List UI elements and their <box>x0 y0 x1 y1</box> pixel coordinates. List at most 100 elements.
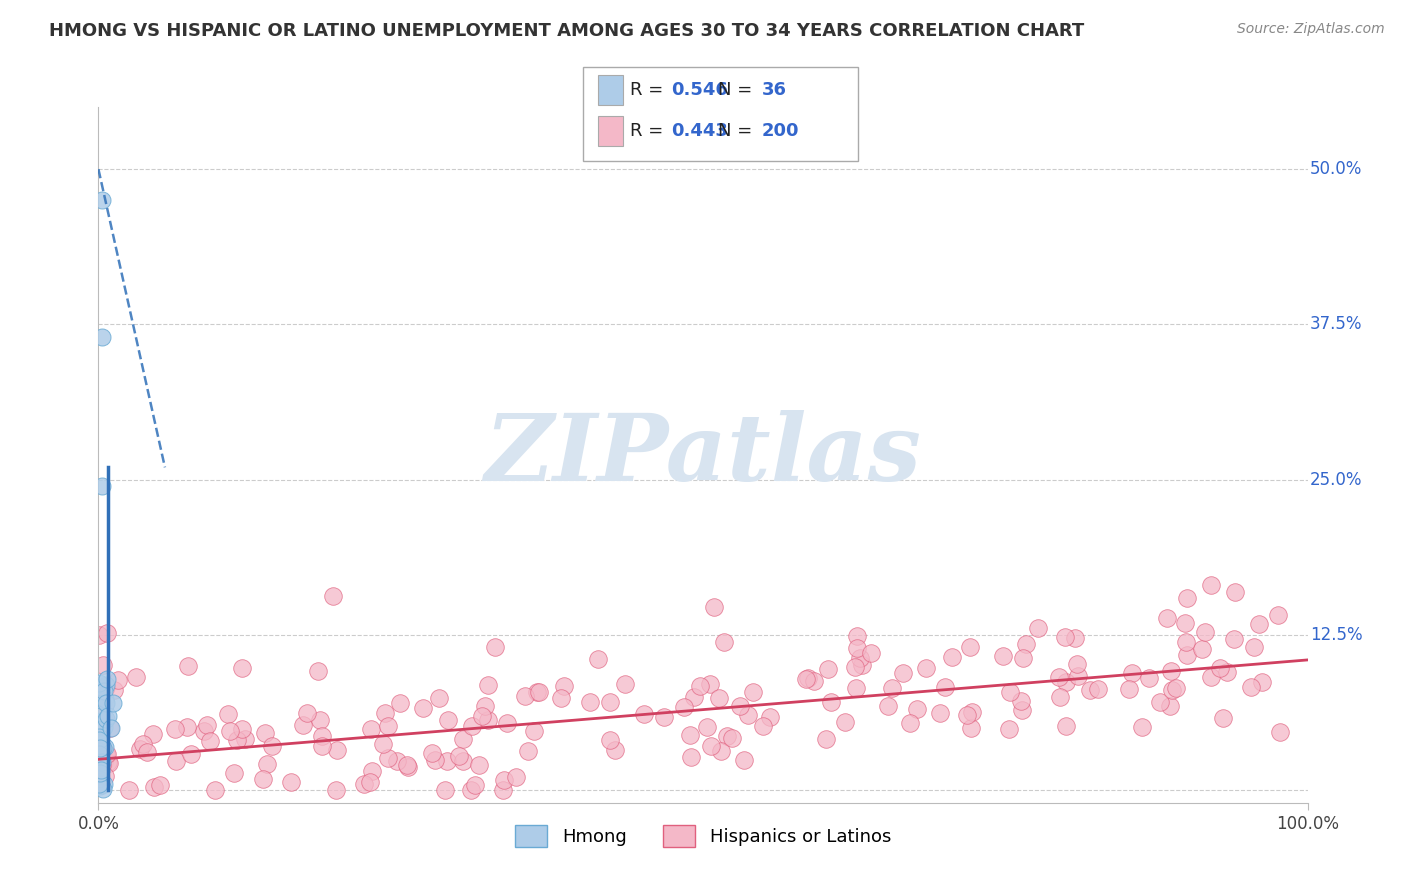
Point <box>1063 632 1085 646</box>
Point <box>97 756 120 771</box>
Text: N =: N = <box>718 81 758 99</box>
Point <box>1015 637 1038 651</box>
Point <box>97 755 120 769</box>
Point <box>91 706 114 720</box>
Point <box>859 646 882 660</box>
Point <box>849 651 872 665</box>
Point <box>578 695 600 709</box>
Point <box>91 479 114 493</box>
Point <box>437 713 460 727</box>
Point <box>460 719 482 733</box>
Point <box>681 750 703 764</box>
Point <box>193 724 215 739</box>
Point <box>195 718 218 732</box>
Point <box>814 732 837 747</box>
Point <box>165 754 187 768</box>
Point <box>125 670 148 684</box>
Point <box>851 657 873 672</box>
Point <box>1149 694 1171 708</box>
Point <box>91 781 114 796</box>
Point <box>103 683 125 698</box>
Point <box>94 697 117 711</box>
Point <box>87 720 110 734</box>
Point <box>914 661 936 675</box>
Point <box>256 756 278 771</box>
Point <box>180 747 202 761</box>
Point <box>516 744 538 758</box>
Point <box>90 693 112 707</box>
Point <box>1175 648 1198 663</box>
Point <box>377 719 399 733</box>
Point <box>820 695 842 709</box>
Point <box>633 706 655 721</box>
Point <box>907 701 929 715</box>
Point <box>360 723 382 737</box>
Point <box>494 772 516 787</box>
Point <box>673 699 696 714</box>
Point <box>1216 665 1239 680</box>
Point <box>412 701 434 715</box>
Point <box>721 731 744 745</box>
Point <box>1010 694 1032 708</box>
Point <box>1087 681 1109 696</box>
Point <box>295 706 318 720</box>
Point <box>163 723 186 737</box>
Point <box>526 685 548 699</box>
Text: 36: 36 <box>762 81 787 99</box>
Point <box>90 680 112 694</box>
Point <box>1130 720 1153 734</box>
Point <box>434 783 457 797</box>
Point <box>845 629 868 643</box>
Point <box>713 635 735 649</box>
Point <box>96 680 118 694</box>
Point <box>710 744 733 758</box>
Point <box>678 728 700 742</box>
Point <box>291 717 314 731</box>
Point <box>451 731 474 746</box>
Point <box>93 755 115 769</box>
Point <box>89 627 111 641</box>
Point <box>91 742 114 756</box>
Point <box>1174 635 1197 649</box>
Point <box>834 715 856 730</box>
Point <box>1011 703 1033 717</box>
Point <box>100 721 122 735</box>
Point <box>491 783 513 797</box>
Point <box>89 765 111 780</box>
Point <box>700 739 723 754</box>
Point <box>420 746 443 760</box>
Point <box>817 662 839 676</box>
Point <box>956 707 979 722</box>
Point <box>877 699 900 714</box>
Point <box>689 679 711 693</box>
Point <box>93 720 115 734</box>
Point <box>898 716 921 731</box>
Point <box>523 724 546 739</box>
Point <box>107 673 129 687</box>
Point <box>759 709 782 723</box>
Point <box>752 719 775 733</box>
Point <box>1066 657 1088 671</box>
Point <box>1011 650 1033 665</box>
Point <box>143 780 166 794</box>
Point <box>447 748 470 763</box>
Point <box>794 672 817 686</box>
Point <box>468 757 491 772</box>
Point <box>94 692 117 706</box>
Point <box>699 677 721 691</box>
Point <box>94 678 117 692</box>
Point <box>716 729 738 743</box>
Point <box>1121 665 1143 680</box>
Point <box>1243 640 1265 654</box>
Point <box>90 690 112 704</box>
Point <box>741 685 763 699</box>
Point <box>1268 724 1291 739</box>
Point <box>87 777 110 791</box>
Point <box>231 661 253 675</box>
Point <box>599 732 621 747</box>
Point <box>93 713 115 727</box>
Point <box>474 698 496 713</box>
Point <box>605 743 627 757</box>
Text: 12.5%: 12.5% <box>1310 626 1362 644</box>
Point <box>204 783 226 797</box>
